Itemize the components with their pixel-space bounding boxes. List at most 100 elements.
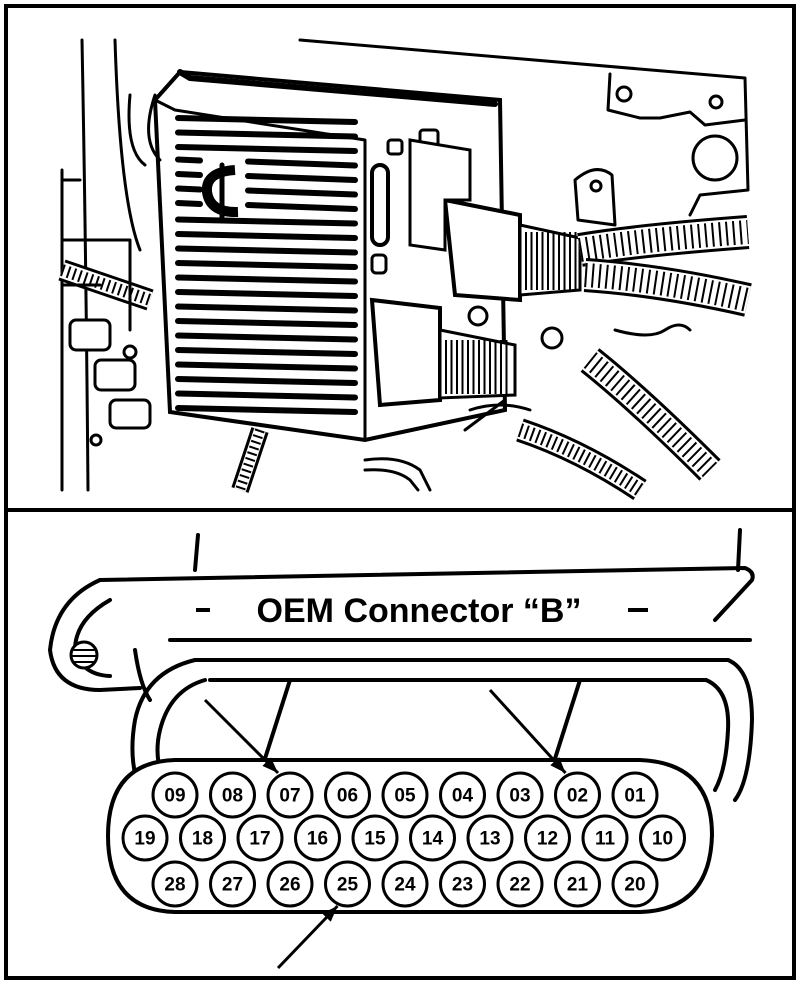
left-fittings [60,93,162,447]
pin-socket [496,860,544,908]
pin-socket [524,814,571,862]
pin-21: 21 [554,860,601,908]
pin-05: 05 [381,771,429,819]
pin-28: 28 [151,860,199,908]
cooling-fin [175,318,358,328]
pin-22: 22 [496,860,544,908]
connector-diagram: OEM Connector “B” 09 08 07 06 05 04 03 02 01 19 18… [48,528,755,970]
pin-23: 23 [439,860,486,908]
logo-mark [201,162,239,221]
pin-label: 01 [624,786,646,807]
pin-label: 26 [279,875,300,896]
pin-24: 24 [381,860,429,908]
upper-connector-ribs [525,232,577,290]
arrow-to-pin-07 [203,698,280,775]
cooling-fin [245,187,358,198]
pin-20: 20 [611,860,659,908]
pin-label: 20 [624,875,645,896]
arrow-to-pin-25 [276,904,339,970]
pin-socket [324,771,371,819]
pin-label: 23 [452,875,473,896]
lower-connector-ribs [445,340,508,394]
pin-socket [266,771,314,819]
pin-04: 04 [439,771,486,819]
pin-label: 17 [249,829,270,850]
cooling-fin [175,115,358,125]
pin-socket [554,771,601,819]
pin-label: 24 [394,875,416,896]
pin-12: 12 [524,814,571,862]
pin-15: 15 [351,814,399,862]
pin-label: 13 [479,829,500,850]
pin-26: 26 [266,860,314,908]
cooling-fin [175,332,358,343]
pin-socket [409,814,456,862]
cooling-fin [175,144,358,154]
pin-label: 21 [567,875,589,896]
pin-socket [381,860,429,908]
cooling-fin [175,129,358,140]
pin-socket [151,771,199,819]
cooling-fin [245,158,358,169]
cooling-fin [245,173,358,183]
arrow-head-icon [322,906,338,922]
cooling-fin [175,405,358,415]
pin-27: 27 [209,860,256,908]
cooling-fin [175,171,203,178]
bottom-cables [363,323,692,492]
cooling-fins [175,115,358,415]
pin-label: 09 [164,786,185,807]
pin-socket [496,771,544,819]
pin-label: 12 [537,829,558,850]
pin-17: 17 [236,814,284,862]
pin-10: 10 [639,814,686,862]
pin-socket [554,860,601,908]
pin-socket [121,814,169,862]
pin-label: 14 [422,829,444,850]
pin-socket [381,771,429,819]
pin-label: 19 [134,829,155,850]
upper-connector [408,138,582,303]
pin-socket [236,814,284,862]
connector-title-bar: OEM Connector “B” [196,590,648,632]
pin-08: 08 [209,771,256,819]
pin-label: 06 [337,786,358,807]
frame-rails [60,38,142,492]
arrow-shaft [488,688,567,775]
cooling-fin [175,216,358,227]
pin-label: 10 [652,829,673,850]
pin-socket [639,814,686,862]
pin-socket [209,771,256,819]
pin-socket [611,860,659,908]
cooling-fin [175,376,358,386]
pin-label: 28 [164,875,185,896]
pin-13: 13 [466,814,514,862]
pin-03: 03 [496,771,544,819]
cooling-fin [175,289,358,299]
lower-connector [369,297,564,408]
connector-title: OEM Connector “B” [257,592,582,630]
arrow-shaft [203,698,280,775]
wire-harnesses [58,215,752,500]
pin-socket [466,814,514,862]
arrow-to-pin-02 [488,688,567,775]
pin-socket [611,771,659,819]
pin-socket [266,860,314,908]
cooling-fin [175,390,358,401]
cooling-fin [175,361,358,372]
pin-label: 25 [337,875,359,896]
pin-18: 18 [179,814,226,862]
cooling-fin [245,202,358,212]
pin-07: 07 [266,771,314,819]
pin-socket [581,814,629,862]
pin-label: 11 [595,829,616,850]
top-panel-illustration [58,38,752,500]
pin-socket [324,860,371,908]
pin-label: 05 [394,786,416,807]
cooling-fin [175,231,358,241]
pin-label: 16 [307,829,328,850]
pin-socket [151,860,199,908]
pin-socket [351,814,399,862]
pin-06: 06 [324,771,371,819]
